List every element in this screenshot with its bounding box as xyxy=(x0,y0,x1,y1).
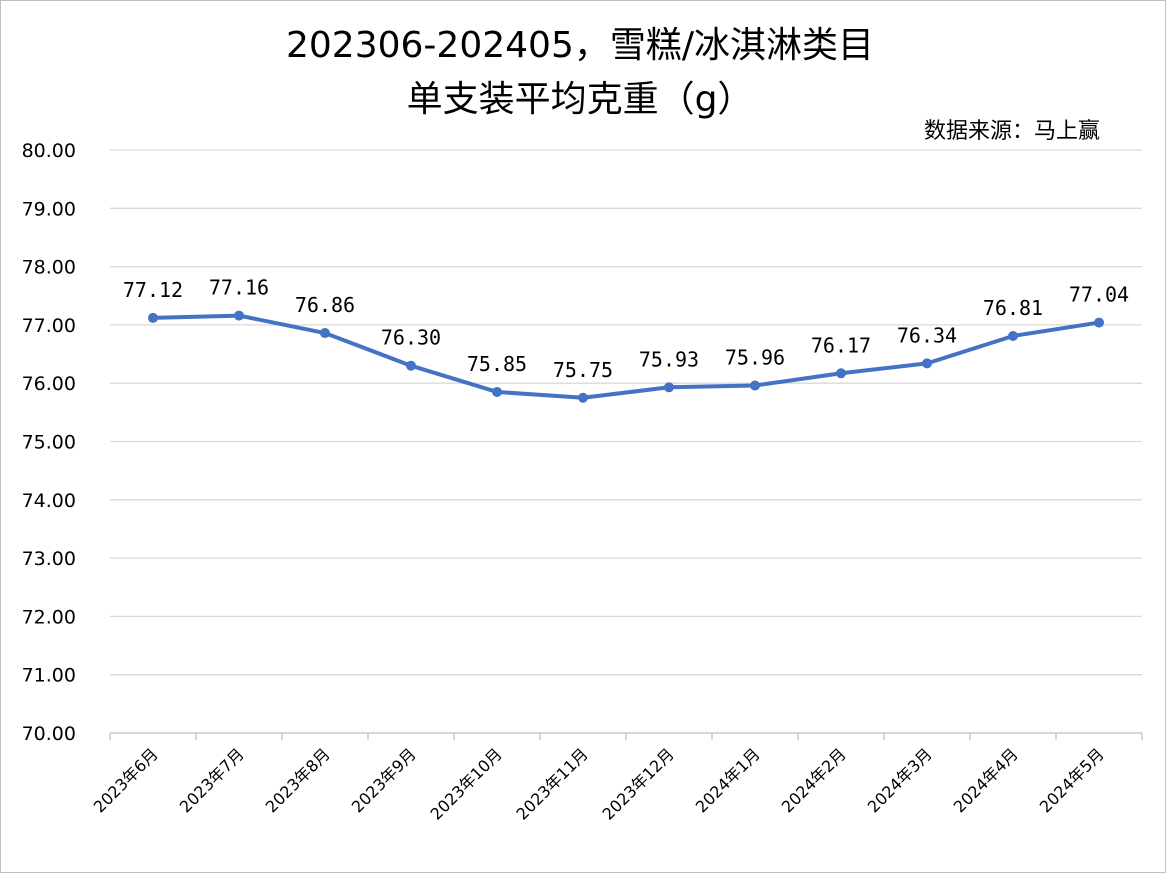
data-labels: 77.12 77.16 76.86 76.30 75.85 75.75 75.93 75.96… xyxy=(123,276,1129,382)
x-tick-label: 2023年10月 xyxy=(427,744,506,823)
gridlines xyxy=(110,149,1142,734)
chart-title-line1: 202306-202405，雪糕/冰淇淋类目 xyxy=(286,25,874,66)
data-label: 76.34 xyxy=(897,323,957,347)
y-tick-label: 76.00 xyxy=(22,373,76,395)
y-tick-label: 75.00 xyxy=(22,432,76,454)
data-source-note: 数据来源：马上赢 xyxy=(924,119,1100,144)
data-point xyxy=(922,358,932,369)
x-tick-label: 2023年7月 xyxy=(176,744,248,816)
x-tick-label: 2023年6月 xyxy=(90,744,162,816)
y-tick-label: 80.00 xyxy=(22,140,76,162)
y-tick-label: 73.00 xyxy=(22,548,76,570)
y-tick-label: 74.00 xyxy=(22,490,76,512)
x-tick-label: 2023年12月 xyxy=(599,744,678,823)
chart-title-line2: 单支装平均克重（g） xyxy=(407,79,754,120)
x-tick-label: 2024年4月 xyxy=(950,744,1022,816)
data-point xyxy=(1008,330,1018,341)
data-point xyxy=(406,360,416,371)
data-label: 76.81 xyxy=(983,296,1043,320)
x-tick-label: 2024年2月 xyxy=(778,744,850,816)
y-axis-ticks: 70.00 71.00 72.00 73.00 74.00 75.00 76.00 77.00… xyxy=(22,140,76,745)
data-label: 76.30 xyxy=(381,326,441,350)
data-point xyxy=(320,328,330,339)
x-axis-ticks: 2023年6月 2023年7月 2023年8月 2023年9月 2023年10月 2023… xyxy=(90,733,1143,824)
series-polyline xyxy=(151,313,1101,400)
data-label: 77.12 xyxy=(123,278,183,302)
data-point xyxy=(234,310,244,321)
x-tick-label: 2023年9月 xyxy=(348,744,420,816)
y-tick-label: 72.00 xyxy=(22,606,76,628)
data-label: 76.17 xyxy=(811,333,871,357)
data-point xyxy=(1094,317,1104,328)
x-tick-label: 2024年3月 xyxy=(864,744,936,816)
data-point xyxy=(148,312,158,323)
x-tick-label: 2024年1月 xyxy=(692,744,764,816)
y-tick-label: 78.00 xyxy=(22,257,76,279)
y-tick-label: 70.00 xyxy=(22,723,76,745)
data-point xyxy=(664,382,674,393)
data-point xyxy=(836,368,846,379)
data-label: 75.85 xyxy=(467,352,527,376)
x-tick-label: 2023年8月 xyxy=(262,744,334,816)
data-label: 75.75 xyxy=(553,358,613,382)
data-label: 76.86 xyxy=(295,293,355,317)
data-point xyxy=(492,386,502,397)
series-line xyxy=(148,310,1104,403)
data-label: 75.96 xyxy=(725,346,785,370)
y-tick-label: 71.00 xyxy=(22,665,76,687)
y-tick-label: 77.00 xyxy=(22,315,76,337)
data-point xyxy=(578,392,588,403)
data-label: 77.16 xyxy=(209,276,269,300)
x-tick-label: 2023年11月 xyxy=(513,744,592,823)
y-tick-label: 79.00 xyxy=(22,198,76,220)
x-tick-label: 2024年5月 xyxy=(1036,744,1108,816)
data-label: 77.04 xyxy=(1069,283,1129,307)
data-point xyxy=(750,380,760,391)
data-label: 75.93 xyxy=(639,347,699,371)
